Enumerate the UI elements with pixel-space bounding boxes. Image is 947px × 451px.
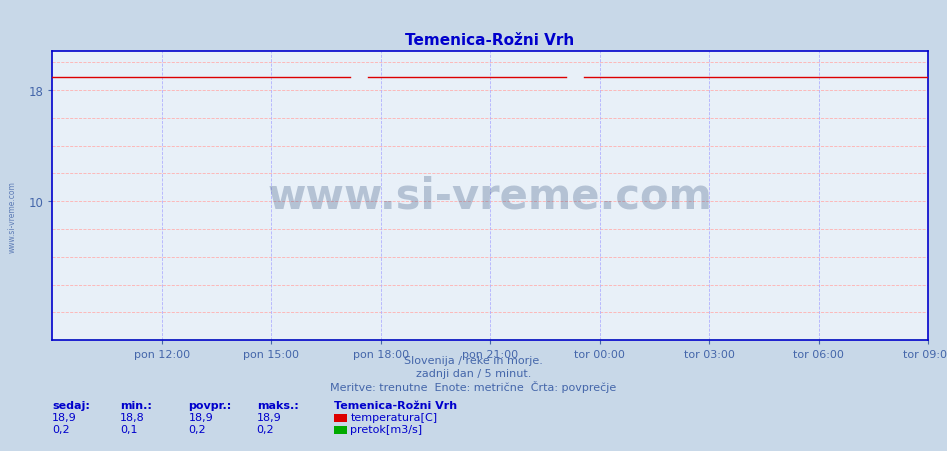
Text: Temenica-Rožni Vrh: Temenica-Rožni Vrh: [334, 400, 457, 410]
Text: 0,1: 0,1: [120, 424, 137, 434]
Text: www.si-vreme.com: www.si-vreme.com: [8, 180, 17, 253]
Title: Temenica-Rožni Vrh: Temenica-Rožni Vrh: [405, 33, 575, 48]
Text: www.si-vreme.com: www.si-vreme.com: [268, 175, 712, 217]
Text: maks.:: maks.:: [257, 400, 298, 410]
Text: 0,2: 0,2: [257, 424, 275, 434]
Text: Meritve: trenutne  Enote: metrične  Črta: povprečje: Meritve: trenutne Enote: metrične Črta: …: [331, 380, 616, 392]
Text: 18,8: 18,8: [120, 412, 145, 422]
Text: 0,2: 0,2: [188, 424, 206, 434]
Text: pretok[m3/s]: pretok[m3/s]: [350, 424, 422, 434]
Text: zadnji dan / 5 minut.: zadnji dan / 5 minut.: [416, 368, 531, 378]
Text: 18,9: 18,9: [188, 412, 213, 422]
Text: 0,2: 0,2: [52, 424, 70, 434]
Text: temperatura[C]: temperatura[C]: [350, 412, 438, 422]
Text: sedaj:: sedaj:: [52, 400, 90, 410]
Text: 18,9: 18,9: [257, 412, 281, 422]
Text: 18,9: 18,9: [52, 412, 77, 422]
Text: min.:: min.:: [120, 400, 152, 410]
Text: povpr.:: povpr.:: [188, 400, 232, 410]
Text: Slovenija / reke in morje.: Slovenija / reke in morje.: [404, 355, 543, 365]
